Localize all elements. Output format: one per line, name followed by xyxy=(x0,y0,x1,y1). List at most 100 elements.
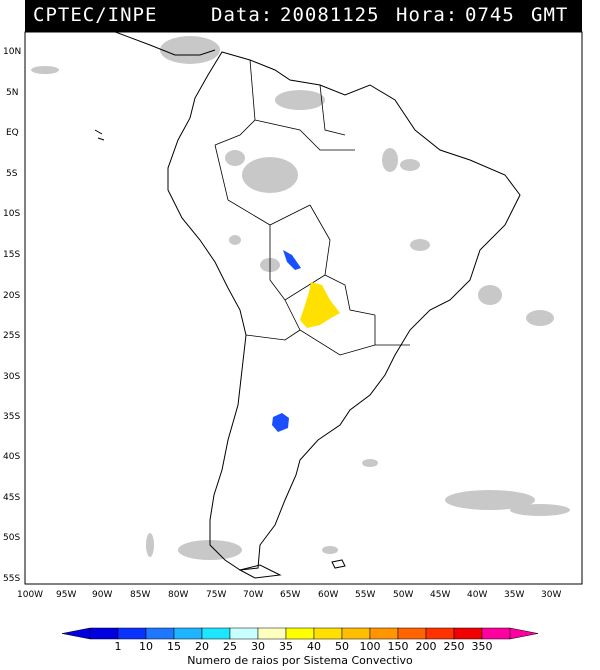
cloud-patch xyxy=(410,239,430,251)
argentina-convective-cell xyxy=(272,413,289,432)
cloud-patch xyxy=(160,36,220,64)
time-value: 0745 xyxy=(465,4,515,26)
lat-label-6: 20S xyxy=(3,291,20,301)
colorbar-right-arrow xyxy=(509,627,539,640)
lon-label-2: 90W xyxy=(92,590,112,600)
cloud-patch xyxy=(322,546,338,554)
lon-label-8: 60W xyxy=(318,590,338,600)
cloud-patch xyxy=(526,310,554,326)
colorbar-swatch-7 xyxy=(285,627,315,640)
colorbar-swatch-12 xyxy=(425,627,455,640)
colorbar-swatch-8 xyxy=(313,627,343,640)
time-label: Hora: xyxy=(396,4,459,26)
south-america-coastline xyxy=(167,51,521,571)
colorbar-swatch-3 xyxy=(173,627,203,640)
lat-label-9: 35S xyxy=(3,412,20,422)
colorbar-tick-3: 20 xyxy=(195,640,209,653)
colorbar-swatch-0 xyxy=(89,627,119,640)
colorbar-swatch-13 xyxy=(453,627,483,640)
lon-label-13: 35W xyxy=(504,590,524,600)
lon-label-7: 65W xyxy=(280,590,300,600)
cloud-patch xyxy=(242,157,298,193)
colorbar-left-arrow xyxy=(61,627,91,640)
colorbar-label: Numero de raios por Sistema Convectivo xyxy=(187,654,413,667)
tierra-del-fuego xyxy=(238,564,282,579)
colorbar-tick-2: 15 xyxy=(167,640,181,653)
colorbar-tick-5: 30 xyxy=(251,640,265,653)
colorbar-tick-13: 350 xyxy=(472,640,493,653)
colorbar-tick-12: 250 xyxy=(444,640,465,653)
timezone-label: GMT xyxy=(531,4,569,26)
latitude-axis: 10N 5N EQ 5S 10S 15S 20S 25S 30S 35S 40S… xyxy=(3,47,21,584)
colorbar-swatch-10 xyxy=(369,627,399,640)
colorbar-tick-4: 25 xyxy=(223,640,237,653)
map-frame xyxy=(24,31,583,585)
colorbar-tick-6: 35 xyxy=(279,640,293,653)
cloud-patch xyxy=(445,490,535,510)
colorbar-swatch-9 xyxy=(341,627,371,640)
cloud-patch xyxy=(225,150,245,166)
cloud-patch xyxy=(362,459,378,467)
colorbar-tick-10: 150 xyxy=(388,640,409,653)
lat-label-12: 50S xyxy=(3,533,20,543)
cloud-patch xyxy=(229,235,241,245)
colorbar-swatch-6 xyxy=(257,627,287,640)
colorbar: 1 10 15 20 25 30 35 40 50 100 150 200 250 350 xyxy=(61,627,539,653)
cloud-patch xyxy=(178,540,242,560)
colorbar-tick-1: 10 xyxy=(139,640,153,653)
source-label: CPTEC/INPE xyxy=(33,4,158,26)
cloud-patch xyxy=(400,159,420,171)
coastlines xyxy=(94,29,521,579)
longitude-axis: 100W 95W 90W 85W 80W 75W 70W 65W 60W 55W… xyxy=(17,590,561,600)
colorbar-swatch-5 xyxy=(229,627,259,640)
colorbar-tick-8: 50 xyxy=(335,640,349,653)
country-borders xyxy=(214,59,410,356)
lat-label-3: 5S xyxy=(6,169,18,179)
lat-label-4: 10S xyxy=(3,209,20,219)
colorbar-swatch-14 xyxy=(481,627,511,640)
lon-label-11: 45W xyxy=(430,590,450,600)
colorbar-swatch-2 xyxy=(145,627,175,640)
lat-label-1: 5N xyxy=(6,88,18,98)
cloud-patch xyxy=(382,148,398,172)
cloud-patch xyxy=(275,90,325,110)
title-bar: CPTEC/INPE Data: 20081125 Hora: 0745 GMT xyxy=(25,0,582,32)
lat-label-8: 30S xyxy=(3,372,20,382)
colorbar-swatch-4 xyxy=(201,627,231,640)
convective-systems xyxy=(272,250,340,432)
lon-label-0: 100W xyxy=(17,590,43,600)
lon-label-9: 55W xyxy=(355,590,375,600)
lon-label-10: 50W xyxy=(393,590,413,600)
lon-label-6: 70W xyxy=(243,590,263,600)
lon-label-5: 75W xyxy=(206,590,226,600)
colorbar-swatch-11 xyxy=(397,627,427,640)
lat-label-7: 25S xyxy=(3,331,20,341)
cloud-patch xyxy=(478,285,502,305)
lon-label-4: 80W xyxy=(168,590,188,600)
bolivia-convective-cell xyxy=(283,250,301,270)
lat-label-2: EQ xyxy=(6,128,19,138)
falklands xyxy=(331,559,346,569)
caribbean-islands xyxy=(94,129,105,141)
central-america xyxy=(109,29,216,56)
lat-label-13: 55S xyxy=(3,574,20,584)
lon-label-12: 40W xyxy=(467,590,487,600)
colorbar-tick-0: 1 xyxy=(115,640,122,653)
colorbar-tick-7: 40 xyxy=(307,640,321,653)
cloud-patch xyxy=(510,504,570,516)
lon-label-3: 85W xyxy=(130,590,150,600)
lon-label-14: 30W xyxy=(541,590,561,600)
cloud-cover xyxy=(31,36,570,560)
date-value: 20081125 xyxy=(280,4,380,26)
date-label: Data: xyxy=(211,4,274,26)
paraguay-convective-cell xyxy=(300,282,340,328)
colorbar-swatch-1 xyxy=(117,627,147,640)
lat-label-0: 10N xyxy=(3,47,21,57)
cloud-patch xyxy=(31,66,59,74)
lat-label-5: 15S xyxy=(3,250,20,260)
lat-label-11: 45S xyxy=(3,493,20,503)
colorbar-tick-11: 200 xyxy=(416,640,437,653)
lat-label-10: 40S xyxy=(3,452,20,462)
colorbar-tick-9: 100 xyxy=(360,640,381,653)
